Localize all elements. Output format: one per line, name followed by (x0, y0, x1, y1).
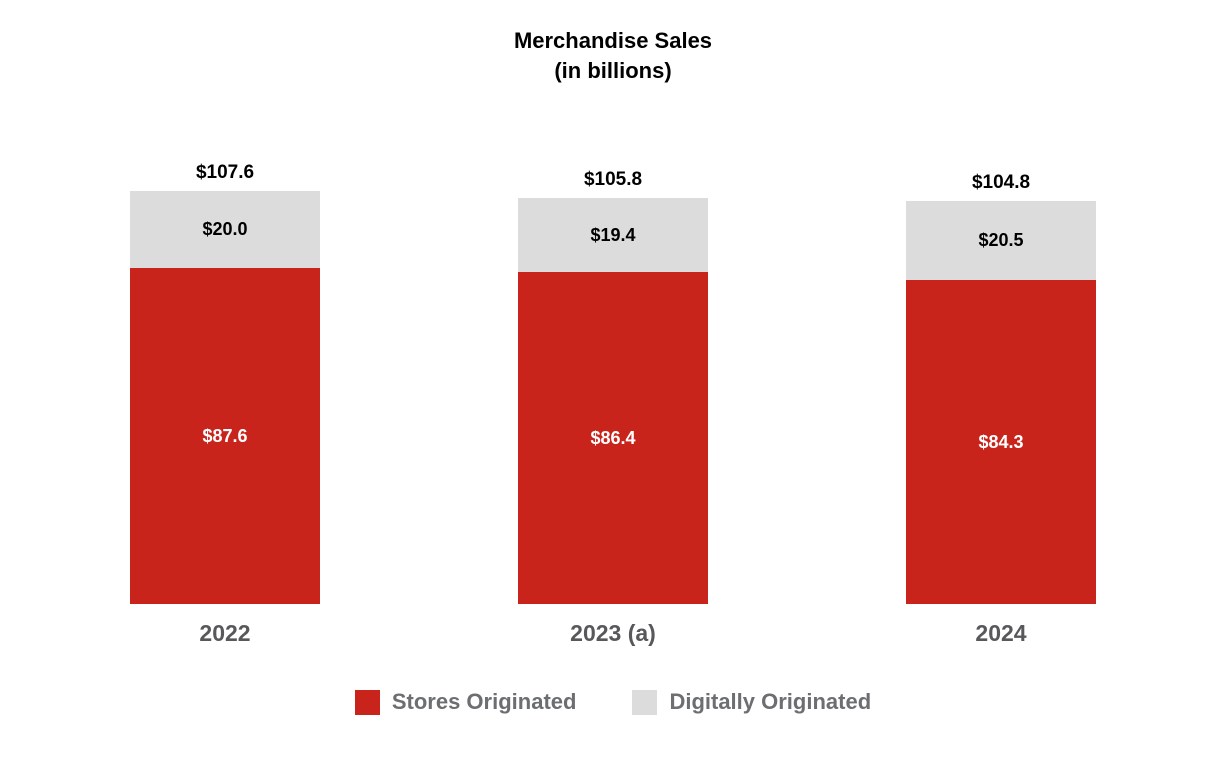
digital-segment-label: $20.5 (978, 230, 1024, 250)
total-label: $104.8 (971, 172, 1031, 193)
total-label: $105.8 (583, 169, 643, 190)
digital-segment: $20.5 (906, 201, 1096, 280)
stacked-bar: $20.5 $84.3 (906, 201, 1096, 604)
total-label: $107.6 (195, 162, 255, 183)
chart-title: Merchandise Sales (513, 28, 713, 53)
stores-segment: $84.3 (906, 280, 1096, 604)
legend-label-digital: Digitally Originated (669, 689, 872, 714)
stores-segment-label: $84.3 (978, 431, 1024, 452)
stores-segment-label: $87.6 (202, 425, 248, 446)
year-label: 2022 (199, 620, 251, 646)
stores-segment-label: $86.4 (590, 427, 636, 448)
legend-item-stores: Stores Originated (354, 689, 577, 715)
chart-subtitle: (in billions) (554, 58, 672, 83)
bar-chart: $107.6 $20.0 $87.6 2022 $105.8 $19.4 $86… (0, 162, 1226, 647)
stores-segment: $86.4 (518, 272, 708, 604)
legend-label-stores: Stores Originated (391, 689, 577, 714)
legend-item-digital: Digitally Originated (632, 689, 871, 715)
stores-segment: $87.6 (130, 268, 320, 604)
year-label: 2024 (975, 620, 1027, 646)
stacked-bar: $20.0 $87.6 (130, 191, 320, 604)
digital-segment-label: $20.0 (202, 219, 248, 239)
year-label: 2023 (a) (570, 620, 656, 646)
chart-header: Merchandise Sales (in billions) (0, 0, 1226, 86)
bar-column-2023: $105.8 $19.4 $86.4 2023 (a) (518, 169, 708, 647)
digital-segment-label: $19.4 (590, 224, 636, 245)
bar-column-2024: $104.8 $20.5 $84.3 2024 (906, 172, 1096, 647)
legend: Stores Originated Digitally Originated (0, 689, 1226, 715)
digital-legend-swatch-icon (632, 689, 658, 715)
bar-column-2022: $107.6 $20.0 $87.6 2022 (130, 162, 320, 647)
digital-segment: $19.4 (518, 198, 708, 272)
stores-legend-swatch-icon (354, 689, 380, 715)
digital-segment: $20.0 (130, 191, 320, 268)
stacked-bar: $19.4 $86.4 (518, 198, 708, 604)
